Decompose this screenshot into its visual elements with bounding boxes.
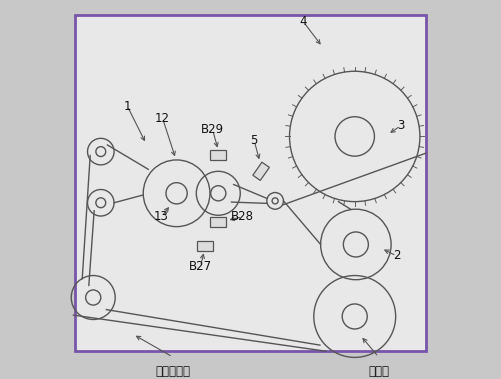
Text: 4: 4 bbox=[300, 16, 307, 28]
Bar bbox=[210, 150, 226, 160]
Bar bbox=[76, 15, 426, 351]
Bar bbox=[197, 241, 213, 251]
Text: 12: 12 bbox=[155, 112, 170, 125]
Text: B28: B28 bbox=[230, 210, 254, 223]
Text: B29: B29 bbox=[201, 123, 224, 136]
Text: 2: 2 bbox=[393, 249, 400, 262]
Text: 1: 1 bbox=[124, 100, 131, 113]
Text: 13: 13 bbox=[154, 210, 169, 223]
Text: 5: 5 bbox=[250, 135, 258, 147]
Text: B27: B27 bbox=[189, 260, 212, 273]
Text: 3: 3 bbox=[397, 119, 404, 132]
Text: 纸盘卷: 纸盘卷 bbox=[368, 365, 389, 377]
Text: 卷烟纸纸带: 卷烟纸纸带 bbox=[155, 365, 190, 377]
Bar bbox=[253, 162, 270, 180]
Bar bbox=[210, 217, 226, 227]
